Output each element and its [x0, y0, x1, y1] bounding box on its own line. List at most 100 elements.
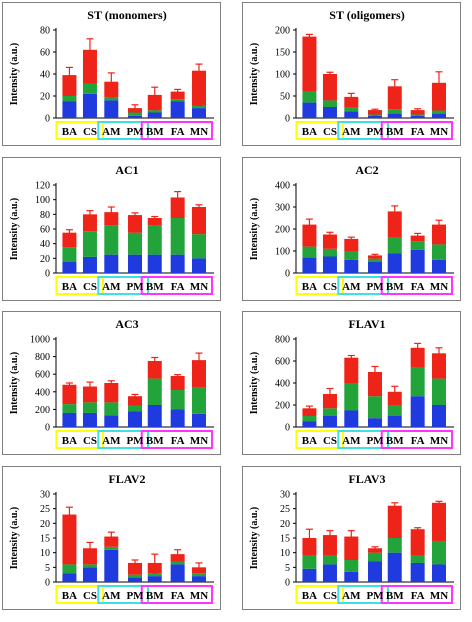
category-label-bm: BM — [146, 435, 164, 447]
chart-panel-2: ST (oligomers) Intensity (a.u.) 0 50 100 150 2… — [242, 2, 461, 146]
bar-fa-blue — [410, 396, 425, 427]
bar-cs-green — [322, 408, 337, 416]
category-label-fa: FA — [411, 590, 425, 602]
category-label-cs: CS — [323, 435, 337, 447]
bar-cs-blue — [322, 564, 337, 582]
category-label-cs: CS — [83, 281, 97, 293]
bar-ba-green — [302, 91, 317, 103]
y-tick-label: 40 — [40, 70, 50, 81]
bar-cs-red — [322, 535, 337, 556]
bar-bm-green — [387, 538, 402, 553]
bar-ba-green — [62, 564, 77, 574]
category-label-pm: PM — [126, 281, 144, 293]
category-label-mn: MN — [430, 590, 448, 602]
group-box-magenta — [380, 430, 453, 449]
bar-am-green — [104, 225, 119, 255]
bar-cs-blue — [322, 256, 337, 273]
bar-mn-red — [431, 82, 446, 111]
bar-ba-green — [302, 555, 317, 569]
category-label-ba: BA — [62, 126, 77, 138]
y-axis-label: Intensity (a.u.) — [249, 352, 260, 415]
group-box-cyan — [337, 430, 390, 449]
bar-cs-red — [82, 386, 97, 403]
bar-fa-green — [410, 114, 425, 116]
bar-pm-red — [368, 110, 382, 115]
y-axis-label: Intensity (a.u.) — [249, 198, 260, 261]
bar-fa-green — [170, 218, 185, 255]
bar-am-green — [344, 383, 359, 411]
y-tick-label: 0 — [45, 269, 50, 280]
bar-pm-red — [128, 562, 142, 575]
y-tick-label: 200 — [275, 26, 290, 37]
chart-panel-4: AC2 Intensity (a.u.) 0 100 200 300 400 BA CS AM PM… — [242, 157, 461, 301]
y-tick-label: 0 — [45, 578, 50, 589]
category-label-mn: MN — [430, 281, 448, 293]
category-label-fa: FA — [171, 281, 185, 293]
bar-pm-green — [368, 114, 382, 116]
bar-cs-blue — [82, 412, 97, 427]
bar-bm-blue — [387, 552, 402, 582]
category-label-mn: MN — [190, 281, 208, 293]
bar-pm-blue — [128, 254, 142, 273]
y-axis-label: Intensity (a.u.) — [9, 198, 20, 261]
bar-ba-green — [62, 404, 77, 413]
y-tick-label: 100 — [275, 70, 290, 81]
category-label-pm: PM — [366, 126, 384, 138]
bar-bm-green — [147, 225, 162, 255]
bar-pm-red — [128, 215, 142, 233]
bar-am-red — [344, 536, 359, 560]
group-box-cyan — [337, 121, 390, 140]
y-tick-label: 120 — [35, 181, 50, 192]
bar-ba-blue — [62, 573, 77, 582]
bar-mn-blue — [191, 108, 206, 118]
category-label-am: AM — [102, 435, 121, 447]
bar-mn-green — [431, 244, 446, 260]
bar-bm-red — [147, 361, 162, 379]
bar-pm-blue — [368, 262, 382, 273]
bar-am-green — [344, 251, 359, 260]
bar-fa-green — [170, 390, 185, 410]
y-tick-label: 15 — [280, 534, 290, 545]
chart-panel-3: AC1 Intensity (a.u.) 0 20 40 60 80 100 120 BA CS AM… — [2, 157, 221, 301]
bar-bm-red — [147, 94, 162, 111]
bar-bm-blue — [147, 254, 162, 273]
category-label-bm: BM — [146, 281, 164, 293]
bar-cs-green — [322, 100, 337, 107]
bar-pm-red — [368, 255, 382, 259]
bar-am-blue — [104, 549, 119, 582]
category-label-pm: PM — [126, 126, 144, 138]
category-label-mn: MN — [190, 435, 208, 447]
category-label-pm: PM — [126, 435, 144, 447]
bar-cs-red — [322, 394, 337, 409]
bar-am-green — [344, 560, 359, 572]
category-label-am: AM — [342, 281, 361, 293]
bar-fa-red — [410, 529, 425, 556]
bar-cs-blue — [82, 93, 97, 118]
y-tick-label: 60 — [40, 48, 50, 59]
y-tick-label: 60 — [40, 225, 50, 236]
y-tick-label: 10 — [280, 548, 290, 559]
bar-pm-green — [128, 574, 142, 578]
y-tick-label: 0 — [45, 423, 50, 434]
bar-ba-green — [302, 246, 317, 258]
bar-fa-red — [410, 110, 425, 115]
bar-fa-blue — [170, 564, 185, 582]
bar-ba-red — [62, 384, 77, 405]
bar-am-red — [104, 383, 119, 403]
bar-cs-red — [322, 74, 337, 101]
bar-fa-green — [170, 99, 185, 102]
bar-cs-blue — [322, 416, 337, 427]
category-label-fa: FA — [171, 126, 185, 138]
category-label-ba: BA — [62, 590, 77, 602]
y-tick-label: 50 — [280, 92, 290, 103]
bar-ba-green — [62, 247, 77, 262]
bar-fa-blue — [170, 101, 185, 118]
bar-fa-green — [410, 241, 425, 250]
bar-ba-blue — [62, 262, 77, 273]
bar-ba-red — [302, 36, 317, 92]
y-tick-label: 30 — [280, 490, 290, 501]
category-label-cs: CS — [323, 126, 337, 138]
y-tick-label: 25 — [40, 504, 50, 515]
bar-pm-blue — [368, 418, 382, 427]
